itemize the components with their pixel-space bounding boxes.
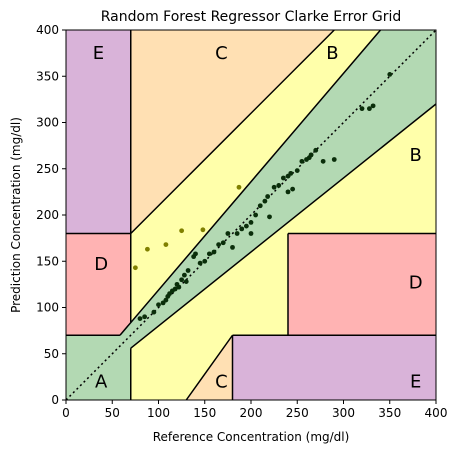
data-point [320, 158, 326, 164]
data-point [137, 316, 143, 321]
data-point [193, 251, 198, 257]
zone-e-lower [232, 335, 436, 400]
x-tick-label: 150 [193, 406, 216, 420]
chart-title: Random Forest Regressor Clarke Error Gri… [101, 9, 401, 25]
data-point [359, 106, 365, 112]
data-point [299, 158, 305, 164]
data-point [185, 268, 191, 273]
zone-label-c: C [215, 372, 228, 393]
y-tick-label: 300 [36, 116, 59, 130]
y-tick-label: 200 [36, 208, 59, 222]
data-point [370, 103, 376, 109]
x-tick-label: 250 [286, 406, 309, 420]
data-point [265, 194, 271, 199]
data-point [163, 297, 169, 303]
data-point [197, 260, 203, 266]
y-tick-label: 250 [36, 162, 59, 176]
zone-e-upper [66, 30, 131, 234]
data-point [142, 314, 148, 320]
zone-d-right [288, 233, 436, 336]
data-point [156, 302, 161, 308]
identity-line-path [65, 29, 437, 401]
y-tick-label: 0 [51, 393, 59, 407]
data-point [179, 228, 185, 234]
data-point [236, 184, 242, 190]
data-point [257, 203, 263, 209]
x-axis-ticks: 0 50 100 150 200 250 300 350 400 [62, 400, 447, 420]
data-point [163, 242, 169, 248]
x-tick-label: 300 [332, 406, 355, 420]
data-point [182, 272, 187, 278]
data-point [262, 198, 268, 204]
zone-boundary-6 [130, 29, 335, 235]
x-tick-label: 200 [240, 406, 263, 420]
data-point [290, 186, 296, 192]
x-tick-label: 50 [105, 406, 120, 420]
y-tick-label: 150 [36, 254, 59, 268]
data-point [253, 212, 259, 218]
data-point [151, 309, 157, 315]
data-point [248, 220, 254, 225]
data-point [248, 231, 254, 236]
data-point [285, 189, 291, 195]
x-tick-label: 350 [378, 406, 401, 420]
data-point [183, 279, 189, 284]
zone-label-d: D [94, 254, 108, 275]
x-axis-label: Reference Concentration (mg/dl) [153, 430, 350, 444]
data-point [234, 231, 240, 236]
data-point [132, 265, 138, 271]
data-point [216, 242, 222, 248]
y-tick-label: 100 [36, 301, 59, 315]
data-point [308, 152, 314, 158]
data-point [202, 258, 208, 264]
data-point [200, 227, 206, 233]
data-point [243, 223, 249, 229]
zone-boundary-7 [185, 334, 234, 401]
data-point [367, 106, 372, 112]
zone-labels: E C B B D D A C E [93, 43, 423, 392]
x-tick-label: 0 [62, 406, 70, 420]
data-point [271, 184, 277, 190]
zone-label-e: E [93, 43, 104, 64]
data-point [280, 175, 286, 181]
data-point [387, 72, 393, 77]
data-point [230, 244, 235, 250]
zone-label-c: C [215, 43, 228, 64]
y-tick-label: 400 [36, 23, 59, 37]
data-point [211, 249, 217, 255]
data-point [276, 183, 282, 188]
data-point [176, 284, 182, 290]
data-point [239, 226, 245, 232]
data-point [294, 168, 300, 174]
data-point [172, 286, 178, 292]
data-point [288, 170, 294, 176]
x-tick-label: 100 [147, 406, 170, 420]
zone-label-a: A [95, 372, 108, 393]
data-point [225, 231, 231, 236]
zone-d-left [66, 233, 131, 336]
data-point [145, 246, 150, 252]
identity-line [65, 29, 437, 401]
y-tick-label: 50 [44, 347, 59, 361]
y-axis-label: Prediction Concentration (mg/dl) [9, 117, 23, 313]
data-points [132, 72, 393, 321]
data-point [220, 240, 226, 246]
y-axis-ticks: 0 50 100 150 200 250 300 350 400 [36, 23, 66, 407]
data-point [206, 251, 212, 257]
zone-boundary-3 [130, 103, 437, 349]
data-point [313, 147, 319, 153]
zone-label-d: D [409, 273, 423, 294]
zone-boundary-1 [119, 29, 382, 336]
data-point [267, 214, 272, 220]
zone-label-b: B [326, 43, 338, 64]
data-point [179, 277, 185, 283]
data-point [331, 157, 337, 162]
zone-label-b: B [409, 145, 421, 166]
x-tick-label: 400 [425, 406, 448, 420]
y-tick-label: 350 [36, 69, 59, 83]
zone-label-e: E [410, 372, 421, 393]
